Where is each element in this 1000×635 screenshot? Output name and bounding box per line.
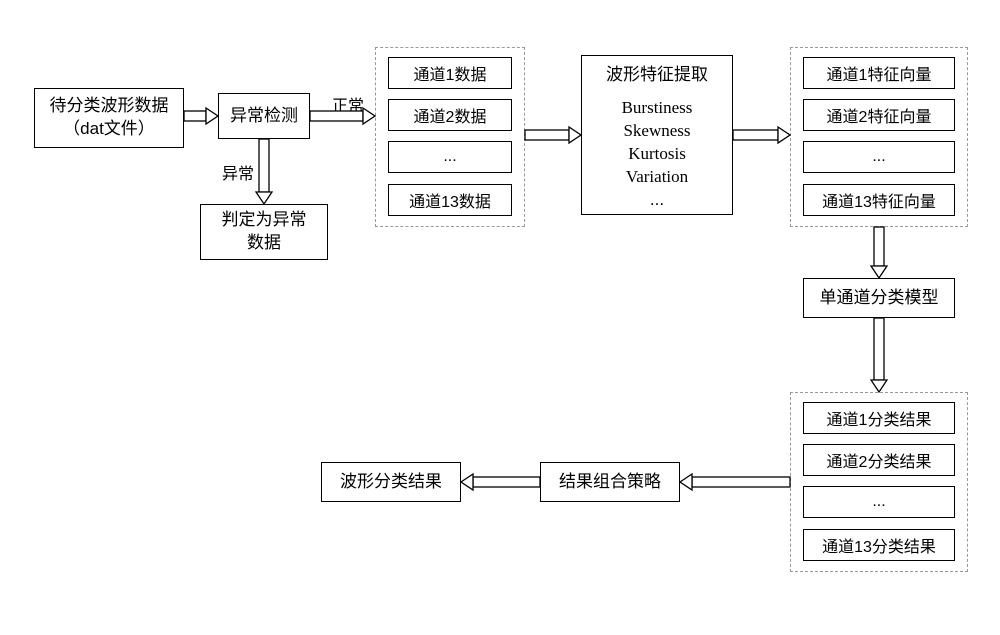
arrow-channels-to-extract [525, 127, 581, 143]
channel-feature-item: 通道2特征向量 [803, 99, 955, 131]
channel-result-item: 通道1分类结果 [803, 402, 955, 434]
arrow-features-to-model [871, 227, 887, 278]
input-line2: （dat文件） [63, 119, 155, 138]
final-result-node: 波形分类结果 [321, 462, 461, 502]
channel-data-item: ... [388, 141, 512, 173]
arrow-combine-to-final [461, 474, 540, 490]
anomaly-result-node: 判定为异常 数据 [200, 204, 328, 260]
arrow-detect-to-channels [310, 108, 375, 124]
anomaly-result-line2: 数据 [247, 233, 281, 252]
channel-result-item: ... [803, 486, 955, 518]
anomaly-result-line1: 判定为异常 [222, 210, 307, 229]
channel-feature-item: ... [803, 141, 955, 173]
feature-item: Burstiness [622, 97, 693, 120]
arrow-extract-to-features [733, 127, 790, 143]
arrow-input-to-detect [184, 108, 218, 124]
channel-data-item: 通道1数据 [388, 57, 512, 89]
feature-item: Skewness [623, 120, 690, 143]
input-node: 待分类波形数据 （dat文件） [34, 88, 184, 148]
input-line1: 待分类波形数据 [50, 96, 169, 115]
feature-extract-node: 波形特征提取 Burstiness Skewness Kurtosis Vari… [581, 55, 733, 215]
arrow-model-to-results [871, 318, 887, 392]
feature-item: ... [650, 189, 664, 212]
channel-result-item: 通道2分类结果 [803, 444, 955, 476]
channel-feature-item: 通道1特征向量 [803, 57, 955, 89]
feature-item: Variation [626, 166, 688, 189]
arrow-results-to-combine [680, 474, 790, 490]
single-channel-model-node: 单通道分类模型 [803, 278, 955, 318]
anomaly-detect-node: 异常检测 [218, 93, 310, 139]
anomaly-detect-label: 异常检测 [230, 105, 298, 128]
feature-item: Kurtosis [628, 143, 686, 166]
edge-label-abnormal: 异常 [222, 160, 254, 184]
feature-extract-title: 波形特征提取 [606, 64, 708, 87]
channel-data-item: 通道13数据 [388, 184, 512, 216]
channel-result-item: 通道13分类结果 [803, 529, 955, 561]
channel-data-item: 通道2数据 [388, 99, 512, 131]
combine-strategy-node: 结果组合策略 [540, 462, 680, 502]
arrow-detect-to-anomaly [256, 139, 272, 204]
channel-feature-item: 通道13特征向量 [803, 184, 955, 216]
